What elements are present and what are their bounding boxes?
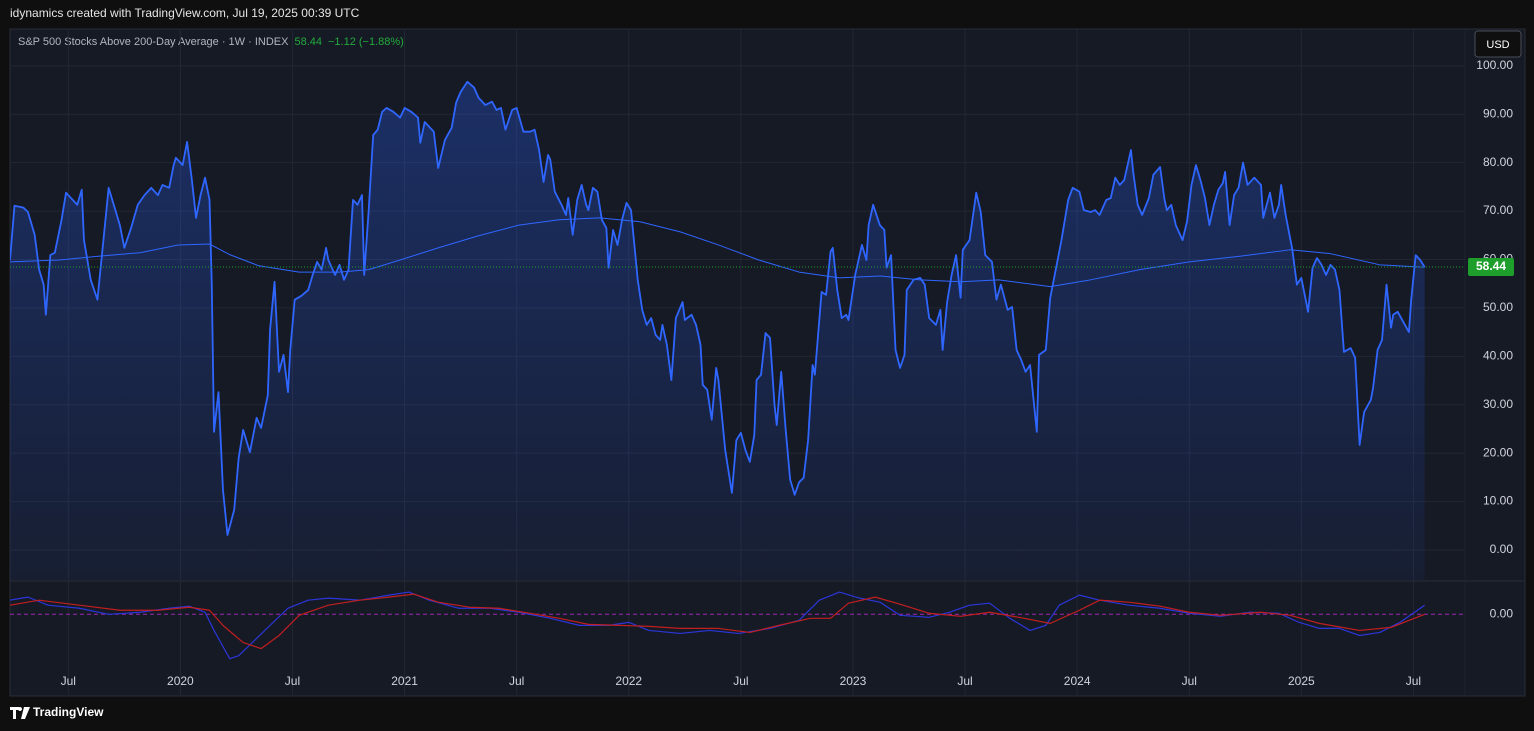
- change: −1.12 (−1.88%): [328, 36, 404, 48]
- y-tick-label: 80.00: [1483, 155, 1513, 169]
- y-tick-label: 10.00: [1483, 494, 1513, 508]
- x-tick-label: Jul: [61, 674, 76, 688]
- currency-button[interactable]: USD: [1474, 30, 1522, 58]
- x-tick-label: 2021: [391, 674, 418, 688]
- series-line: [10, 80, 1426, 536]
- series-line: [10, 217, 1425, 288]
- x-tick-label: 2023: [840, 674, 867, 688]
- plot-area: [10, 591, 1425, 660]
- plot-area: [10, 80, 1426, 580]
- y-tick-label: 100.00: [1476, 58, 1513, 72]
- brand-name[interactable]: TradingView: [33, 705, 104, 719]
- x-tick-label: Jul: [733, 674, 748, 688]
- x-tick-label: Jul: [1182, 674, 1197, 688]
- last-value: 58.44: [294, 36, 322, 48]
- price-label-box: [1468, 258, 1514, 277]
- x-tick-label: 2022: [615, 674, 642, 688]
- y-tick-label: 40.00: [1483, 348, 1513, 362]
- x-tick-label: 2024: [1064, 674, 1091, 688]
- attribution: idynamics created with TradingView.com, …: [10, 6, 360, 20]
- y-tick-label: 0.00: [1490, 542, 1514, 556]
- brand-logo[interactable]: [10, 706, 30, 719]
- y-tick-label: 0.00: [1490, 606, 1514, 620]
- y-tick-label: 50.00: [1483, 300, 1513, 314]
- y-tick-label: 90.00: [1483, 106, 1513, 120]
- legend-header: S&P 500 Stocks Above 200-Day Average · 1…: [18, 36, 404, 48]
- price-label: 58.44: [1476, 259, 1506, 273]
- chart-title: S&P 500 Stocks Above 200-Day Average · 1…: [18, 36, 289, 48]
- currency-box[interactable]: [1474, 30, 1522, 58]
- currency-label[interactable]: USD: [1486, 39, 1509, 51]
- y-tick-label: 30.00: [1483, 397, 1513, 411]
- x-tick-label: Jul: [1406, 674, 1421, 688]
- x-tick-label: Jul: [957, 674, 972, 688]
- x-tick-label: 2025: [1288, 674, 1315, 688]
- area-fill: [10, 81, 1425, 580]
- series-line: [10, 593, 1425, 650]
- x-tick-label: Jul: [285, 674, 300, 688]
- x-tick-label: 2020: [167, 674, 194, 688]
- brand[interactable]: TradingView: [10, 705, 104, 719]
- y-tick-label: 20.00: [1483, 445, 1513, 459]
- y-tick-label: 70.00: [1483, 203, 1513, 217]
- series-line: [10, 591, 1425, 660]
- x-tick-label: Jul: [509, 674, 524, 688]
